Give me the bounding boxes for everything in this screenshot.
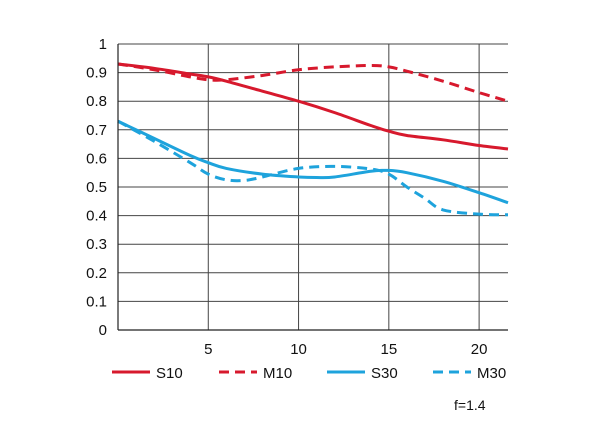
series-line-m30: [117, 119, 509, 217]
y-tick-labels: 0 0.1 0.2 0.3 0.4 0.5 0.6 0.7 0.8 0.9 1: [86, 36, 107, 339]
y-tick-label: 0.9: [86, 65, 107, 82]
y-tick-label: 0.8: [86, 93, 107, 110]
x-tick-label: 10: [290, 341, 307, 358]
y-tick-label: 0: [99, 322, 107, 339]
aperture-note: f=1.4: [454, 397, 486, 413]
y-tick-label: 0.4: [86, 208, 107, 225]
y-tick-label: 0.1: [86, 293, 107, 310]
series-line-m10: [117, 62, 509, 103]
y-tick-label: 0.6: [86, 150, 107, 167]
y-tick-label: 0.5: [86, 179, 107, 196]
series-lines: [117, 62, 509, 217]
y-tick-label: 0.2: [86, 265, 107, 282]
series-line-s30: [117, 119, 509, 205]
legend-label-m30: M30: [477, 365, 506, 382]
x-tick-label: 5: [204, 341, 212, 358]
grid: [118, 43, 508, 331]
x-tick-label: 20: [471, 341, 488, 358]
series-line-s10: [117, 62, 509, 151]
legend-label-s10: S10: [156, 365, 183, 382]
legend-label-s30: S30: [371, 365, 398, 382]
y-tick-label: 0.3: [86, 236, 107, 253]
y-tick-label: 1: [99, 36, 107, 53]
x-tick-label: 15: [380, 341, 397, 358]
plot-frame: [117, 44, 508, 331]
x-tick-labels: 5 10 15 20: [204, 341, 487, 358]
y-tick-label: 0.7: [86, 122, 107, 139]
legend-label-m10: M10: [263, 365, 292, 382]
legend: S10 M10 S30 M30: [112, 365, 506, 382]
